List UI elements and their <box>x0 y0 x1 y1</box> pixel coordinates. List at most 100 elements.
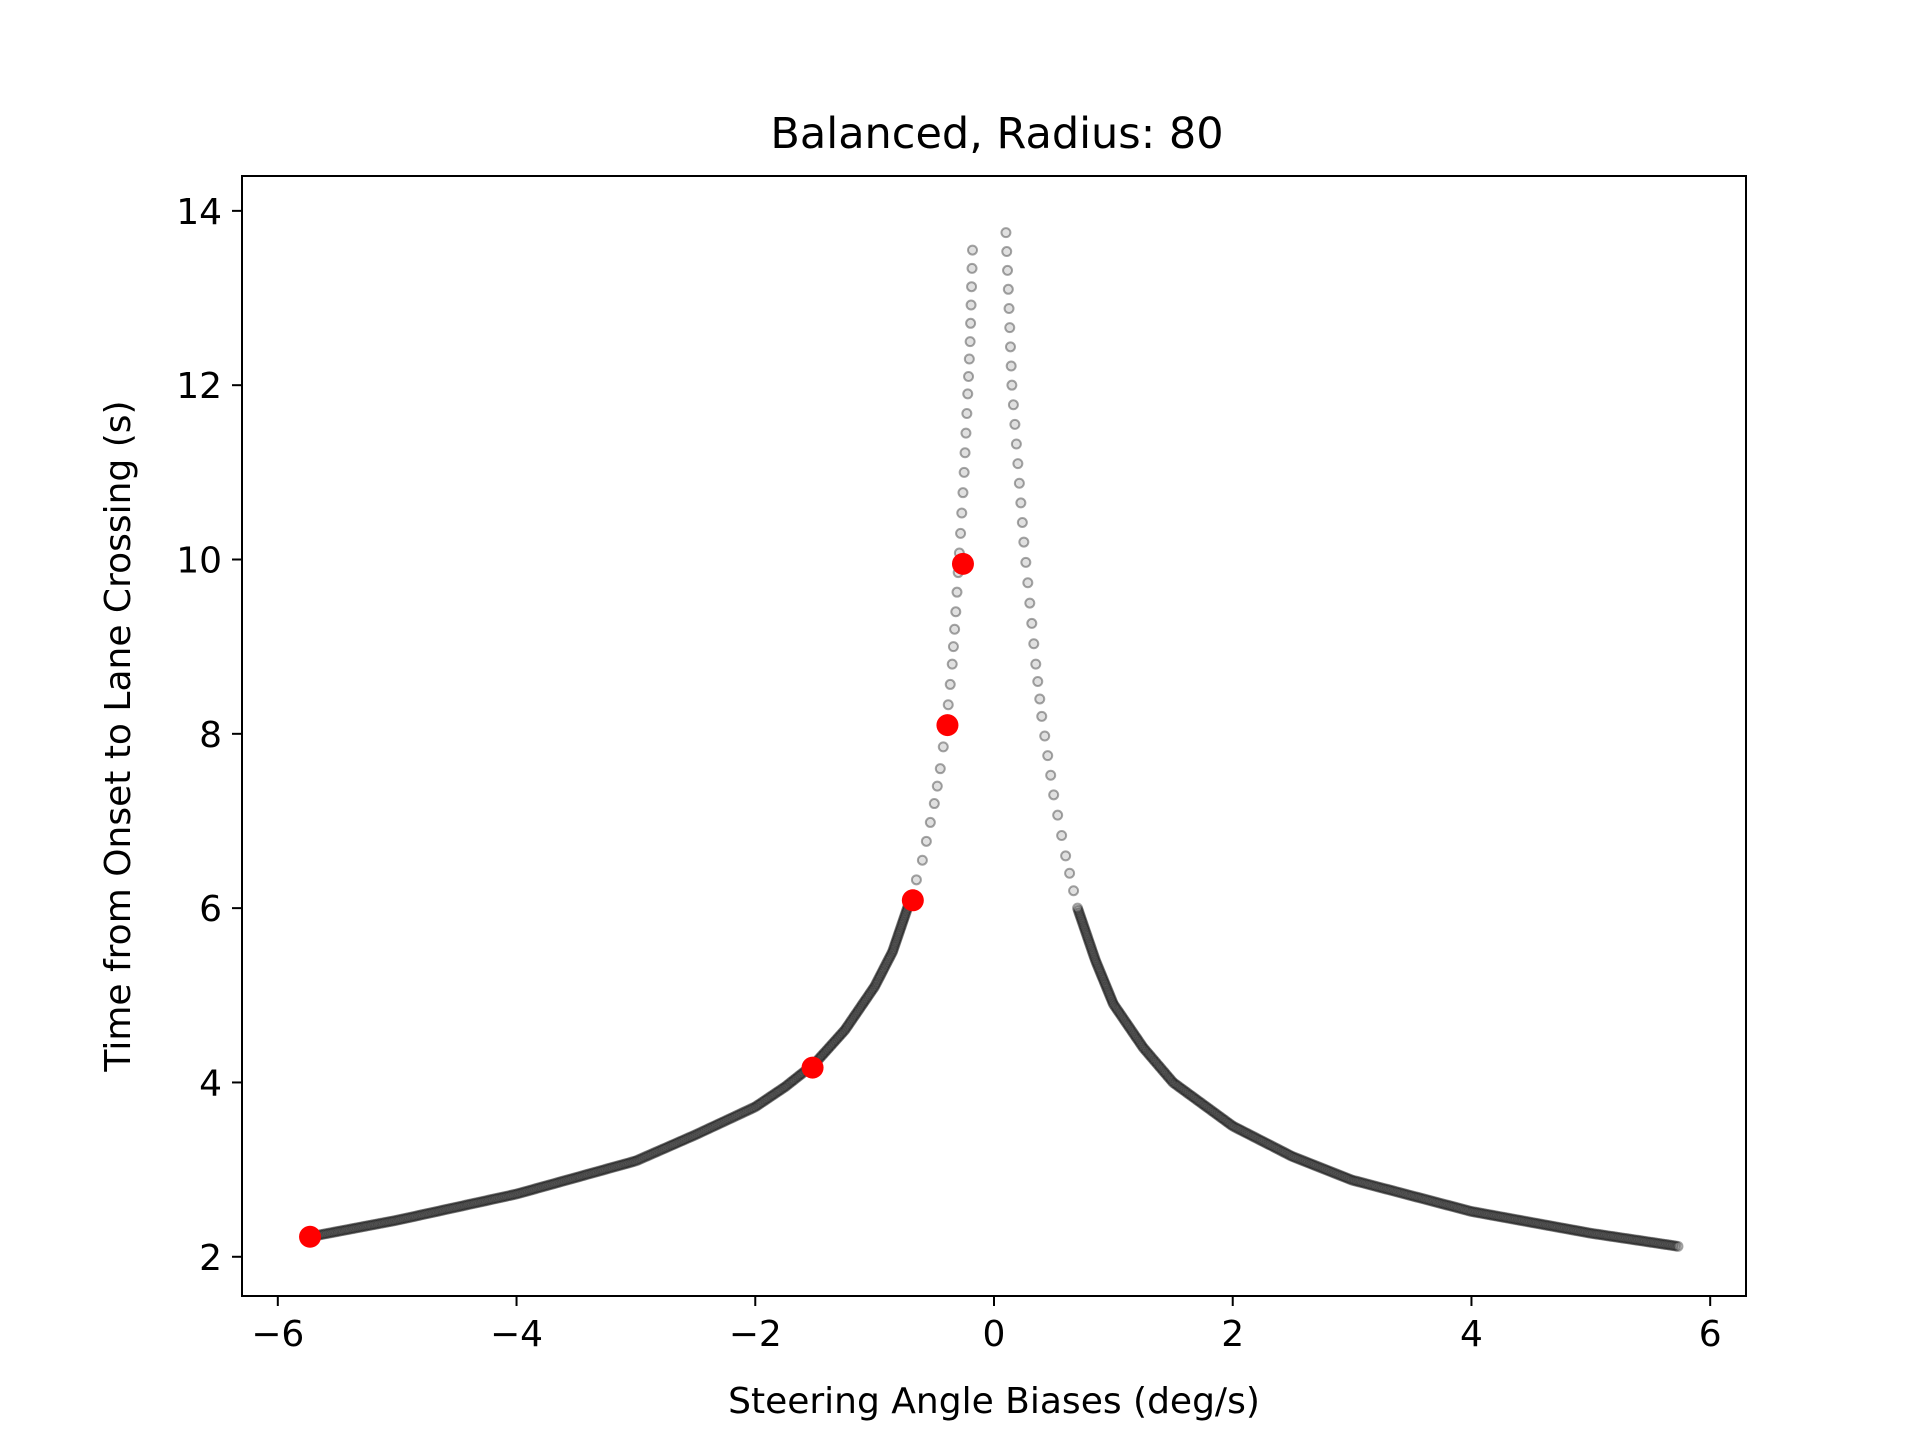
scatter-point <box>872 974 884 986</box>
scatter-point <box>654 1144 666 1156</box>
scatter-point <box>593 1165 605 1177</box>
scatter-point <box>890 934 902 946</box>
scatter-point <box>1320 1164 1332 1176</box>
scatter-point <box>777 1082 789 1094</box>
scatter-point <box>870 978 882 990</box>
scatter-point <box>1130 1032 1142 1044</box>
scatter-point <box>447 1202 459 1214</box>
scatter-point <box>531 1182 543 1194</box>
scatter-point <box>499 1191 511 1203</box>
scatter-point <box>894 923 906 935</box>
scatter-point <box>1322 1164 1334 1176</box>
scatter-point <box>1165 1075 1177 1087</box>
scatter-point <box>1091 959 1103 971</box>
scatter-point <box>966 281 978 293</box>
scatter-point <box>1291 1152 1303 1164</box>
scatter-point <box>676 1135 688 1147</box>
scatter-point <box>632 1154 644 1166</box>
scatter-point <box>517 1186 529 1198</box>
scatter-point <box>1412 1191 1424 1203</box>
scatter-point <box>1374 1181 1386 1193</box>
scatter-point <box>1013 477 1025 489</box>
scatter-point <box>1099 978 1111 990</box>
scatter-point <box>834 1029 846 1041</box>
scatter-point <box>767 1089 779 1101</box>
scatter-point <box>881 957 893 969</box>
scatter-point <box>1129 1030 1141 1042</box>
scatter-point <box>1006 379 1018 391</box>
scatter-point <box>1630 1234 1642 1246</box>
scatter-point <box>897 916 909 928</box>
scatter-point <box>1151 1058 1163 1070</box>
scatter-point <box>1578 1226 1590 1238</box>
scatter-point <box>436 1204 448 1216</box>
scatter-point <box>846 1014 858 1026</box>
scatter-point <box>894 925 906 937</box>
scatter-point <box>1042 750 1054 762</box>
scatter-point <box>1248 1131 1260 1143</box>
scatter-point <box>957 487 969 499</box>
scatter-point <box>836 1028 848 1040</box>
scatter-point <box>1231 1122 1243 1134</box>
scatter-point <box>323 1227 335 1239</box>
scatter-point <box>1510 1214 1522 1226</box>
scatter-point <box>559 1175 571 1187</box>
scatter-point <box>1162 1071 1174 1083</box>
scatter-point <box>787 1075 799 1087</box>
scatter-point <box>1498 1211 1510 1223</box>
scatter-point <box>1036 710 1048 722</box>
scatter-point <box>1421 1194 1433 1206</box>
scatter-point <box>344 1223 356 1235</box>
scatter-point <box>1097 972 1109 984</box>
scatter-point <box>820 1045 832 1057</box>
scatter-point <box>489 1193 501 1205</box>
scatter-point <box>577 1170 589 1182</box>
scatter-point <box>1002 283 1014 295</box>
scatter-point <box>1084 939 1096 951</box>
scatter-point <box>788 1073 800 1085</box>
scatter-point <box>1522 1216 1534 1228</box>
scatter-point <box>1142 1047 1154 1059</box>
scatter-point <box>1351 1175 1363 1187</box>
scatter-point <box>1261 1137 1273 1149</box>
scatter-point <box>1087 948 1099 960</box>
scatter-point <box>1561 1223 1573 1235</box>
scatter-point <box>1597 1229 1609 1241</box>
scatter-point <box>1064 867 1076 879</box>
scatter-point <box>1077 918 1089 930</box>
scatter-point <box>1082 934 1094 946</box>
scatter-point <box>1003 302 1015 314</box>
scatter-point <box>379 1216 391 1228</box>
scatter-point <box>1580 1226 1592 1238</box>
scatter-point <box>591 1166 603 1178</box>
scatter-point <box>667 1138 679 1150</box>
scatter-point <box>716 1116 728 1128</box>
scatter-point <box>1056 830 1068 842</box>
scatter-point <box>1611 1231 1623 1243</box>
scatter-point <box>1465 1205 1477 1217</box>
scatter-point <box>867 983 879 995</box>
scatter-point <box>815 1050 827 1062</box>
scatter-point <box>524 1184 536 1196</box>
scatter-point <box>1599 1229 1611 1241</box>
scatter-point <box>337 1224 349 1236</box>
scatter-point <box>408 1211 420 1223</box>
scatter-point <box>1407 1190 1419 1202</box>
scatter-point <box>1086 945 1098 957</box>
scatter-point <box>1080 927 1092 939</box>
scatter-point <box>1086 943 1098 955</box>
scatter-point <box>533 1182 545 1194</box>
red-point <box>801 1056 824 1079</box>
scatter-point <box>1177 1083 1189 1095</box>
scatter-point <box>1095 968 1107 980</box>
scatter-point <box>321 1228 333 1240</box>
scatter-point <box>394 1214 406 1226</box>
scatter-point <box>727 1111 739 1123</box>
y-tick-label: 8 <box>199 715 222 756</box>
scatter-point <box>1009 418 1021 430</box>
scatter-point <box>1045 769 1057 781</box>
scatter-point <box>1402 1189 1414 1201</box>
scatter-point <box>878 963 890 975</box>
scatter-point <box>763 1092 775 1104</box>
scatter-point <box>1554 1222 1566 1234</box>
